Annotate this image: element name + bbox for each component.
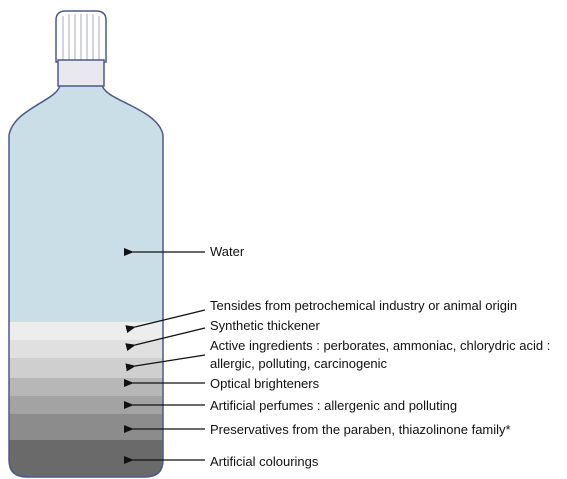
label: Tensides from petrochemical industry or … [210,298,517,313]
bottle-cap [56,11,106,86]
label: Active ingredients : perborates, ammonia… [210,338,550,353]
label: Preservatives from the paraben, thiazoli… [210,422,511,437]
labels: Water Tensides from petrochemical industr… [210,244,550,469]
bottle-diagram: Water Tensides from petrochemical industr… [0,0,567,479]
label: Water [210,244,245,259]
label: Artificial perfumes : allergenic and pol… [210,398,457,413]
label: allergic, polluting, carcinogenic [210,356,388,371]
label: Optical brighteners [210,376,320,391]
bottle-contents [0,60,170,479]
label: Artificial colourings [210,454,319,469]
label: Synthetic thickener [210,318,321,333]
